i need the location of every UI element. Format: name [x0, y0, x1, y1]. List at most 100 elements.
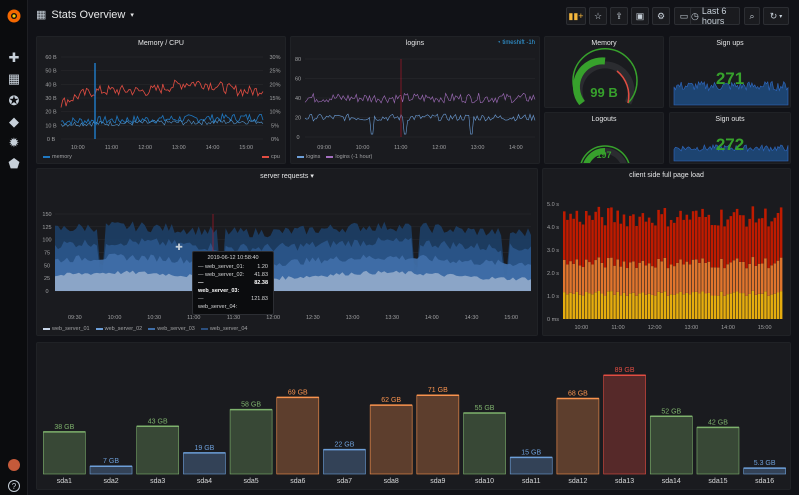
panel-logouts[interactable]: Logouts 197	[544, 112, 664, 164]
bar-sda13	[603, 374, 646, 475]
legend-item-logins-1h[interactable]: logins (-1 hour)	[326, 154, 372, 160]
bar-value-label: 69 GB	[288, 389, 308, 396]
help-icon[interactable]: ?	[4, 476, 24, 495]
add-panel-icon: ▮▮+	[568, 10, 584, 21]
area-series-4	[55, 270, 531, 291]
load-bar-segment	[676, 293, 679, 319]
load-bar-segment	[619, 223, 623, 267]
y-tick-label: 0 ms	[547, 317, 559, 323]
load-bar-segment	[622, 261, 626, 293]
panel-page-load[interactable]: client side full page load 5.0 s 4.0 s 3.0…	[542, 168, 791, 336]
bar-sda8	[369, 404, 413, 475]
disk-bar-chart[interactable]: 38 GB sda1 7 GB sda2 43 GB sda3 19 GB sda4 58 GB…	[37, 343, 791, 490]
load-bar-segment	[625, 295, 629, 319]
load-bar-segment	[632, 261, 635, 293]
load-bar-segment	[745, 295, 748, 319]
panel-title: Sign outs	[715, 116, 745, 123]
add-panel-button[interactable]: ▮▮+	[566, 7, 586, 25]
load-bar-segment	[770, 265, 773, 295]
panel-logins[interactable]: logins ◔ timeshift -1h 80 60 40 20 0 09:00 10:…	[290, 36, 540, 164]
bar-sda5	[229, 409, 273, 475]
legend-item-web-server-03[interactable]: web_server_03	[148, 326, 195, 332]
legend-right: cpu	[262, 154, 280, 160]
panel-memory-gauge[interactable]: Memory 99 B	[544, 36, 664, 108]
legend-item-web-server-02[interactable]: web_server_02	[95, 326, 142, 332]
star-button[interactable]: ☆	[589, 7, 607, 25]
load-bar-segment	[666, 268, 670, 296]
load-bar-segment	[691, 259, 695, 293]
load-bar-segment	[726, 219, 729, 265]
load-bar-segment	[701, 208, 704, 259]
sparkline-area	[673, 80, 789, 106]
avatar[interactable]	[4, 455, 24, 475]
load-bar-segment	[581, 295, 585, 319]
load-bar-segment	[572, 218, 575, 264]
panel-memory-cpu[interactable]: Memory / CPU 60 B 50 B 40 B 30 B 20 B 10 B 0 B…	[36, 36, 286, 164]
load-bar-segment	[688, 294, 692, 319]
legend-item-web-server-01[interactable]: web_server_01	[43, 326, 90, 332]
load-bar-segment	[739, 261, 742, 294]
save-button[interactable]: ▣	[631, 7, 649, 25]
time-range-label: Last 6 hours	[701, 6, 727, 26]
load-bar-segment	[613, 265, 616, 295]
panel-server-requests[interactable]: server requests ▾ 150 125 100 75 50 25 0 09:30 1…	[36, 168, 538, 336]
load-bar-segment	[629, 262, 632, 294]
bell-icon[interactable]: ◆	[9, 114, 19, 129]
load-bar-segment	[748, 218, 751, 264]
load-bar-segment	[682, 219, 685, 265]
load-bar-segment	[660, 292, 663, 319]
grafana-logo-icon[interactable]	[6, 8, 22, 24]
y-tick-label: 50	[44, 263, 50, 269]
load-bar-segment	[666, 295, 670, 319]
x-tick-label: 13:00	[684, 325, 698, 331]
load-bar-segment	[666, 226, 670, 269]
load-bar-segment	[698, 262, 701, 294]
shield-icon[interactable]: ⬟	[8, 156, 20, 171]
load-bar-segment	[657, 258, 660, 292]
y-tick-label: 30%	[269, 55, 280, 61]
panel-title[interactable]: server requests ▾	[260, 173, 314, 180]
grid-icon[interactable]: ▦	[7, 71, 21, 86]
dashboard-picker[interactable]: ▦ Stats Overview ▾	[36, 8, 134, 22]
load-bar-segment	[735, 208, 739, 259]
load-bar-segment	[688, 219, 692, 265]
y-tick-label: 5%	[271, 123, 279, 129]
memory-cpu-chart[interactable]: 60 B 50 B 40 B 30 B 20 B 10 B 0 B 30% 25% 20% 15% 1…	[37, 37, 286, 164]
load-bar-segment	[625, 226, 629, 269]
timeshift-info: ◔ timeshift -1h	[497, 40, 535, 46]
settings-button[interactable]: ⚙	[652, 7, 670, 25]
panel-sign-ups[interactable]: Sign ups 271	[669, 36, 791, 108]
legend-item-web-server-04[interactable]: web_server_04	[200, 326, 247, 332]
load-bar-segment	[610, 291, 613, 319]
bar-sda1	[43, 431, 86, 475]
x-tick-label: 15:00	[239, 145, 253, 151]
refresh-button[interactable]: ↻ ▾	[763, 7, 789, 25]
legend-item-cpu[interactable]: cpu	[262, 154, 280, 160]
bar-category-label: sda6	[290, 478, 305, 485]
load-bar-segment	[776, 260, 780, 293]
time-picker[interactable]: ◷ Last 6 hours	[690, 6, 740, 26]
compass-icon[interactable]: ✪	[8, 93, 20, 108]
legend-item-memory[interactable]: memory	[43, 154, 72, 160]
x-tick-label: 14:00	[425, 315, 439, 321]
logins-chart[interactable]: 80 60 40 20 0 09:00 10:00 11:00 12:00 13:00 14:00	[291, 37, 540, 164]
legend: memory	[43, 154, 72, 160]
x-tick-label: 10:30	[147, 315, 161, 321]
legend-item-logins[interactable]: logins	[297, 154, 320, 160]
load-bar-segment	[779, 257, 783, 292]
load-bar-segment	[594, 260, 597, 293]
page-load-chart[interactable]: 5.0 s 4.0 s 3.0 s 2.0 s 1.0 s 0 ms 10:00 11:00 1…	[543, 169, 791, 336]
load-bar-segment	[751, 257, 755, 291]
share-button[interactable]: ⇪	[610, 7, 628, 25]
load-bar-segment	[776, 292, 780, 319]
gear-icon[interactable]: ✹	[8, 135, 20, 150]
plus-icon[interactable]: ✚	[8, 50, 20, 65]
load-bar-segment	[673, 222, 676, 267]
zoom-out-button[interactable]: ⌕	[744, 7, 760, 25]
panel-disk-usage[interactable]: 38 GB sda1 7 GB sda2 43 GB sda3 19 GB sda4 58 GB…	[36, 342, 791, 490]
load-bar-segment	[607, 291, 610, 319]
y-tick-label: 40	[295, 96, 301, 102]
tooltip-row: — web_server_02: 41.83	[198, 272, 268, 278]
panel-sign-outs[interactable]: Sign outs 272	[669, 112, 791, 164]
server-requests-chart[interactable]: 150 125 100 75 50 25 0 09:30 10:00 10:30 11:00 11:3…	[37, 169, 538, 336]
